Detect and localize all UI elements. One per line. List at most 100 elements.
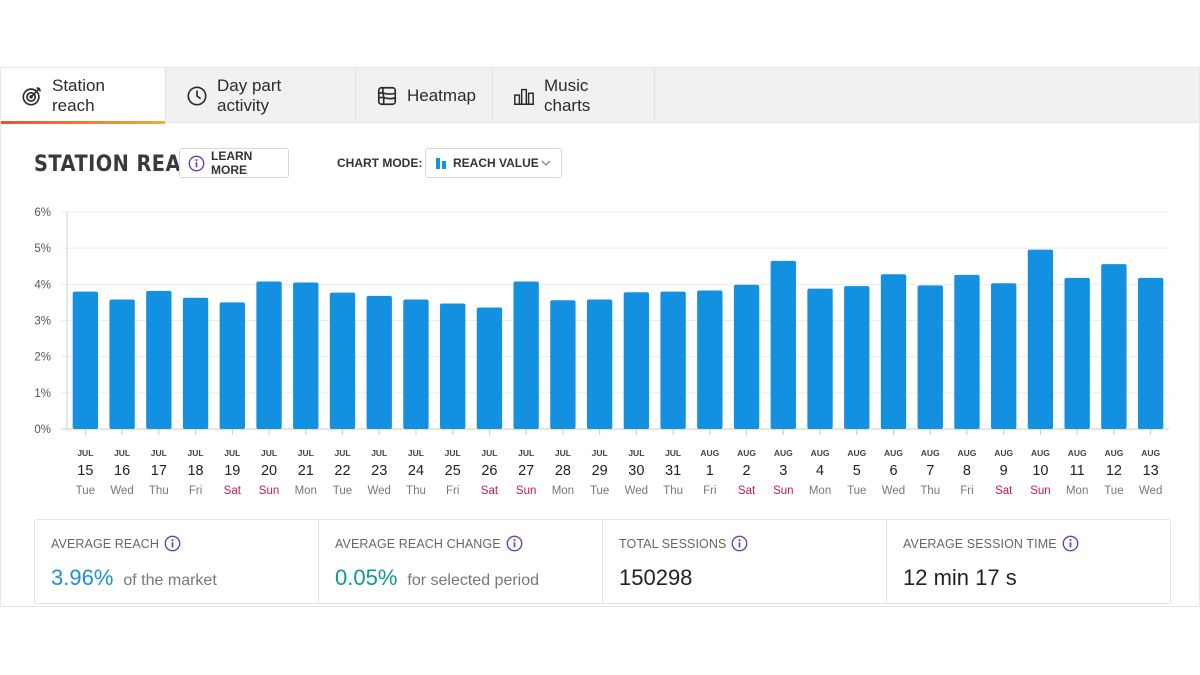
x-tick-month: AUG	[1141, 448, 1160, 458]
clock-icon	[187, 85, 207, 106]
x-tick-weekday: Sat	[224, 485, 242, 497]
x-tick-month: JUL	[592, 448, 608, 458]
bar-chart-icon	[436, 158, 446, 169]
x-tick-day: 20	[261, 463, 277, 479]
learn-more-label: LEARN MORE	[211, 149, 253, 177]
x-tick-month: JUL	[371, 448, 387, 458]
bar	[1137, 277, 1164, 429]
bar	[807, 288, 833, 429]
y-tick-label: 2%	[34, 352, 51, 364]
x-tick-month: AUG	[700, 448, 719, 458]
x-tick-month: JUL	[665, 448, 681, 458]
bar	[1101, 264, 1127, 429]
x-tick-weekday: Fri	[960, 485, 973, 497]
x-tick-month: JUL	[481, 448, 497, 458]
tab-label: Day part activity	[217, 75, 282, 115]
x-tick-day: 18	[187, 463, 203, 479]
chart-mode-select[interactable]: REACH VALUE	[425, 148, 562, 178]
x-tick-day: 17	[151, 463, 167, 479]
chart-header: STATION REACH LEARN MORE CHART MODE: REA…	[34, 148, 562, 180]
x-tick-day: 21	[298, 463, 314, 479]
x-tick-weekday: Tue	[590, 485, 609, 497]
learn-more-button[interactable]: LEARN MORE	[179, 148, 289, 178]
bar	[182, 297, 209, 429]
x-tick-day: 4	[816, 463, 824, 479]
x-tick-weekday: Mon	[552, 485, 574, 497]
chart-mode-label: CHART MODE:	[337, 156, 423, 170]
tab-station-reach[interactable]: Station reach	[1, 68, 166, 124]
bar	[366, 295, 392, 429]
x-tick-weekday: Sun	[259, 485, 279, 497]
x-tick-day: 7	[926, 463, 934, 479]
x-tick-month: JUL	[408, 448, 424, 458]
stat-average-session-time: AVERAGE SESSION TIME 12 min 17 s	[887, 520, 1170, 603]
bar	[623, 292, 650, 429]
x-tick-weekday: Tue	[76, 485, 95, 497]
x-tick-month: AUG	[774, 448, 793, 458]
x-tick-weekday: Thu	[406, 485, 426, 497]
y-tick-label: 3%	[34, 316, 51, 328]
x-tick-day: 9	[1000, 463, 1008, 479]
x-tick-month: AUG	[921, 448, 940, 458]
x-tick-day: 6	[889, 463, 897, 479]
x-tick-weekday: Tue	[1104, 485, 1123, 497]
x-tick-weekday: Tue	[847, 485, 866, 497]
x-tick-weekday: Wed	[368, 485, 391, 497]
info-icon[interactable]	[506, 535, 523, 552]
bar	[1027, 249, 1054, 429]
stat-value: 150298	[619, 565, 693, 590]
bar	[991, 283, 1017, 429]
x-tick-day: 29	[592, 463, 608, 479]
bar	[917, 285, 943, 429]
x-tick-weekday: Wed	[1139, 485, 1162, 497]
y-tick-label: 4%	[34, 279, 51, 291]
stat-value: 0.05%	[335, 565, 398, 590]
x-tick-month: AUG	[811, 448, 830, 458]
bar	[329, 292, 356, 429]
x-tick-weekday: Thu	[663, 485, 683, 497]
y-tick-label: 1%	[34, 388, 51, 400]
x-tick-weekday: Sat	[481, 485, 499, 497]
bar	[954, 274, 980, 429]
tab-music-charts[interactable]: Music charts	[493, 68, 655, 123]
x-tick-month: JUL	[224, 448, 240, 458]
bar	[403, 299, 429, 429]
tab-heatmap[interactable]: Heatmap	[356, 68, 493, 123]
y-tick-label: 5%	[34, 243, 51, 255]
target-icon	[22, 86, 42, 106]
x-tick-weekday: Wed	[110, 485, 133, 497]
x-tick-month: JUL	[188, 448, 204, 458]
x-tick-day: 30	[628, 463, 644, 479]
stat-total-sessions: TOTAL SESSIONS 150298	[603, 520, 887, 603]
info-icon[interactable]	[731, 535, 748, 552]
bar	[293, 282, 319, 429]
info-icon[interactable]	[1062, 535, 1079, 552]
x-tick-day: 15	[77, 463, 93, 479]
x-tick-day: 27	[518, 463, 534, 479]
x-tick-month: AUG	[884, 448, 903, 458]
stat-suffix: of the market	[123, 572, 217, 589]
x-tick-weekday: Fri	[703, 485, 716, 497]
x-tick-weekday: Thu	[149, 485, 169, 497]
x-tick-weekday: Wed	[625, 485, 648, 497]
x-tick-day: 12	[1106, 463, 1122, 479]
info-icon[interactable]	[164, 535, 181, 552]
tab-day-part-activity[interactable]: Day part activity	[166, 68, 356, 123]
x-tick-month: JUL	[518, 448, 534, 458]
x-tick-day: 22	[334, 463, 350, 479]
stat-label: AVERAGE REACH	[51, 536, 160, 551]
stat-label: TOTAL SESSIONS	[619, 536, 727, 551]
bar-chart-icon	[513, 88, 535, 105]
x-tick-weekday: Fri	[189, 485, 202, 497]
x-tick-month: JUL	[151, 448, 167, 458]
stat-suffix: for selected period	[407, 572, 540, 589]
bar	[476, 307, 503, 429]
reach-bar-chart: 0%1%2%3%4%5%6%JUL15TueJUL16WedJUL17ThuJU…	[34, 207, 1169, 497]
x-tick-weekday: Sun	[1030, 485, 1050, 497]
heatmap-icon	[377, 86, 397, 105]
bar	[660, 291, 686, 429]
x-tick-day: 23	[371, 463, 387, 479]
x-tick-month: AUG	[737, 448, 756, 458]
bar	[1064, 277, 1090, 429]
x-tick-day: 1	[706, 463, 714, 479]
